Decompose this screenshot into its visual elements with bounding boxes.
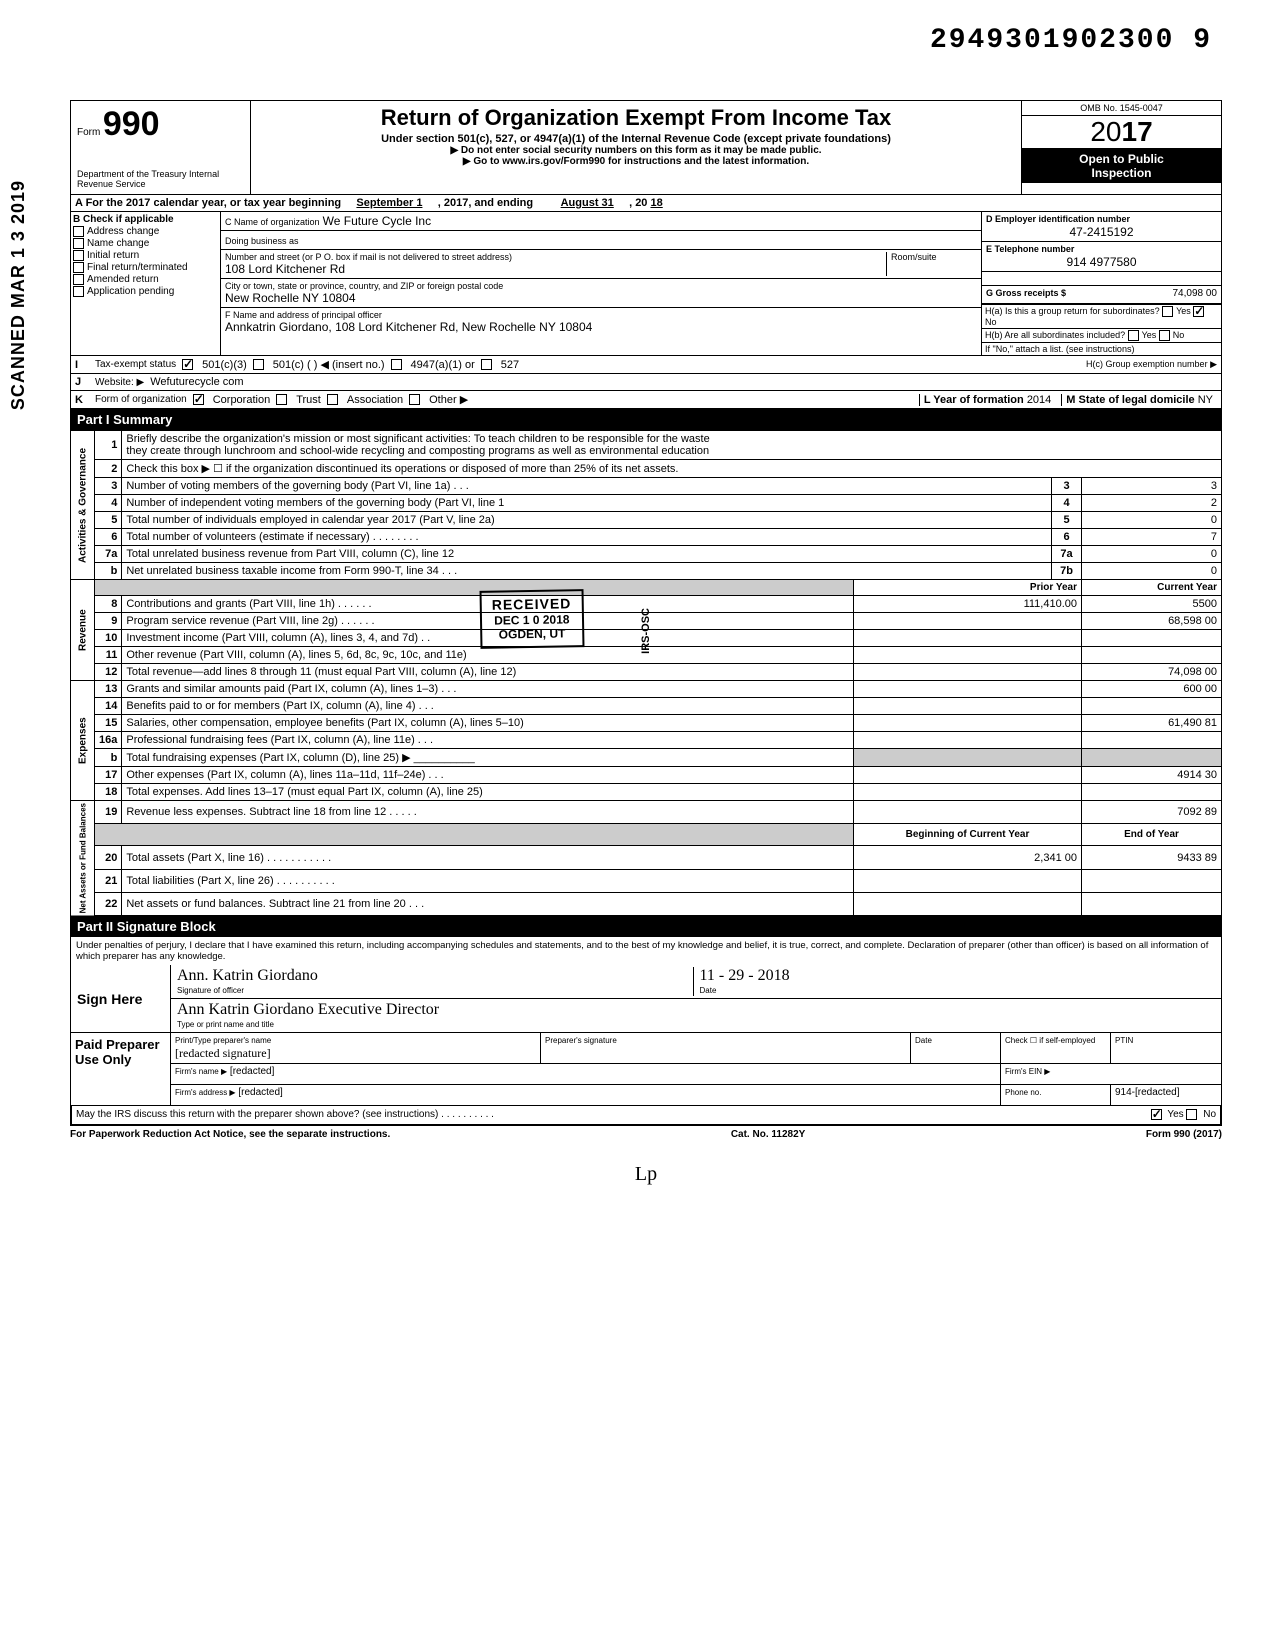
row-a-tax-year: A For the 2017 calendar year, or tax yea…	[70, 194, 1222, 212]
form-subtitle: Under section 501(c), 527, or 4947(a)(1)…	[257, 133, 1015, 145]
officer-signature: Ann. Katrin Giordano	[177, 967, 318, 984]
omb-number: OMB No. 1545-0047	[1022, 101, 1221, 116]
summary-table: Activities & Governance 1 Briefly descri…	[70, 430, 1222, 916]
form-title: Return of Organization Exempt From Incom…	[257, 105, 1015, 131]
officer-name-title: Ann Katrin Giordano Executive Director	[177, 1001, 439, 1018]
form-word: Form	[77, 127, 100, 138]
col-b-checkboxes: B Check if applicable Address change Nam…	[71, 212, 221, 355]
col-d-right: D Employer identification number 47-2415…	[981, 212, 1221, 355]
col-c-org-info: C Name of organization We Future Cycle I…	[221, 212, 981, 355]
part-2-header: Part II Signature Block	[70, 916, 1222, 937]
sign-here-label: Sign Here	[71, 965, 171, 1032]
side-label-exp: Expenses	[71, 681, 95, 801]
signature-block: Under penalties of perjury, I declare th…	[70, 937, 1222, 1125]
row-i-tax-status: I Tax-exempt status 501(c)(3) 501(c) ( )…	[70, 355, 1222, 373]
website-line: ▶ Go to www.irs.gov/Form990 for instruct…	[257, 156, 1015, 167]
dln-number: 2949301902300 9	[930, 25, 1212, 56]
perjury-statement: Under penalties of perjury, I declare th…	[71, 937, 1221, 965]
row-k-form-org: K Form of organization Corporation Trust…	[70, 390, 1222, 409]
scanned-stamp: SCANNED MAR 1 3 2019	[8, 180, 29, 410]
part-1-header: Part I Summary	[70, 409, 1222, 430]
irs-osc-stamp: IRS-OSC	[640, 608, 652, 654]
paid-preparer-label: Paid Preparer Use Only	[71, 1033, 171, 1105]
dept-treasury: Department of the Treasury Internal Reve…	[77, 170, 244, 190]
sign-date: 11 - 29 - 2018	[700, 967, 790, 984]
tax-year: 20201717	[1022, 116, 1221, 149]
ssn-warning: ▶ Do not enter social security numbers o…	[257, 145, 1015, 156]
side-label-rev: Revenue	[71, 580, 95, 681]
form-header: Form 990 Department of the Treasury Inte…	[70, 100, 1222, 194]
bottom-line: For Paperwork Reduction Act Notice, see …	[70, 1126, 1222, 1143]
side-label-ag: Activities & Governance	[71, 431, 95, 580]
header-block: B Check if applicable Address change Nam…	[70, 212, 1222, 355]
row-j-website: J Website: ▶ Wefuturecycle com	[70, 373, 1222, 390]
form-number: 990	[103, 105, 160, 143]
open-public: Open to Public Inspection	[1022, 149, 1221, 183]
irs-discuss-row: May the IRS discuss this return with the…	[71, 1106, 1221, 1124]
side-label-bal: Net Assets or Fund Balances	[71, 801, 95, 916]
lp-mark: Lp	[70, 1163, 1222, 1186]
